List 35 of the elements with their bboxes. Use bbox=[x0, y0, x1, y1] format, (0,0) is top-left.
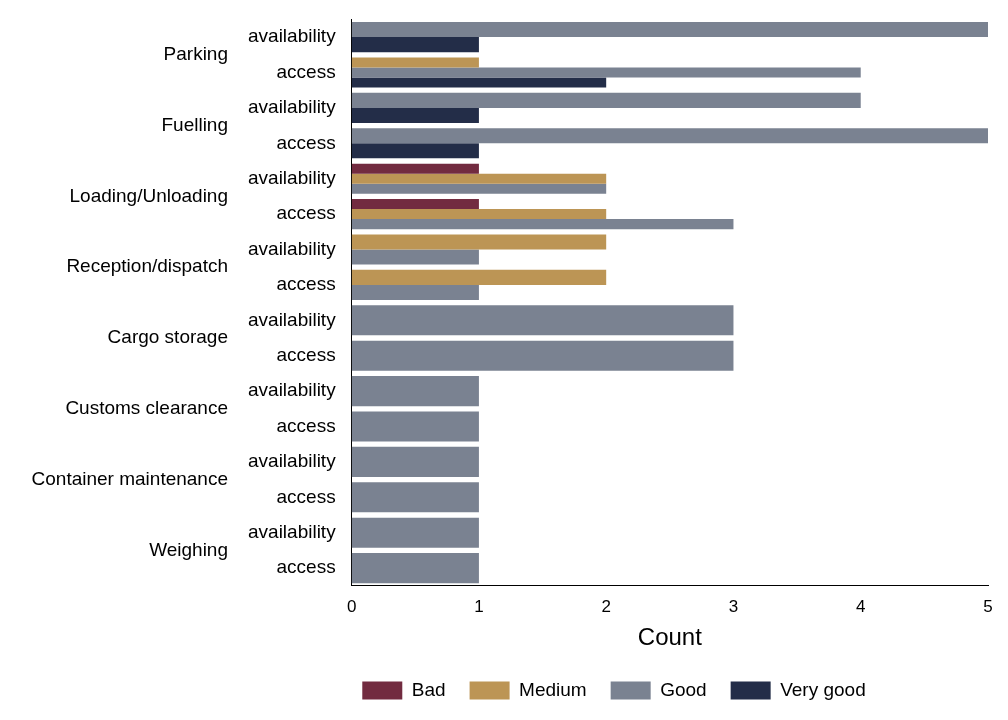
legend-label: Medium bbox=[519, 678, 587, 700]
y-tick-label: access bbox=[276, 131, 336, 153]
x-tick-label: 2 bbox=[601, 596, 611, 616]
y-tick-label: availability bbox=[248, 237, 337, 259]
text: Container maintenance bbox=[31, 467, 228, 489]
text: Parking bbox=[163, 43, 228, 65]
y-tick-label: availability bbox=[248, 308, 337, 330]
y-tick-label: access bbox=[276, 556, 336, 578]
y-tick-label: access bbox=[276, 414, 336, 436]
text: Loading/Unloading bbox=[69, 184, 228, 206]
y-tick-label: access bbox=[276, 60, 336, 82]
text: Fuelling bbox=[161, 113, 228, 135]
y-tick-label: access bbox=[276, 343, 336, 365]
legend-label: Bad bbox=[411, 678, 446, 700]
x-tick-label: 1 bbox=[474, 596, 484, 616]
y-tick-label: availability bbox=[248, 25, 337, 47]
y-tick-label: access bbox=[276, 202, 336, 224]
y-tick-label: access bbox=[276, 485, 336, 507]
x-axis-title: Count bbox=[637, 623, 703, 651]
text: Reception/dispatch bbox=[66, 255, 228, 277]
y-tick-label: availability bbox=[248, 450, 337, 472]
y-tick-label: availability bbox=[248, 166, 337, 188]
legend-label: Good bbox=[660, 678, 707, 700]
y-tick-label: availability bbox=[248, 520, 337, 542]
y-tick-label: availability bbox=[248, 379, 337, 401]
x-tick-label: 4 bbox=[856, 596, 866, 616]
legend-label: Very good bbox=[780, 678, 866, 700]
x-tick-label: 3 bbox=[728, 596, 739, 616]
text: Weighing bbox=[149, 538, 228, 560]
y-tick-label: access bbox=[276, 273, 336, 295]
text: Cargo storage bbox=[107, 326, 228, 348]
y-tick-label: availability bbox=[248, 96, 337, 118]
x-tick-label: 5 bbox=[983, 596, 993, 616]
text: Customs clearance bbox=[65, 397, 228, 419]
x-tick-label: 0 bbox=[346, 596, 357, 616]
